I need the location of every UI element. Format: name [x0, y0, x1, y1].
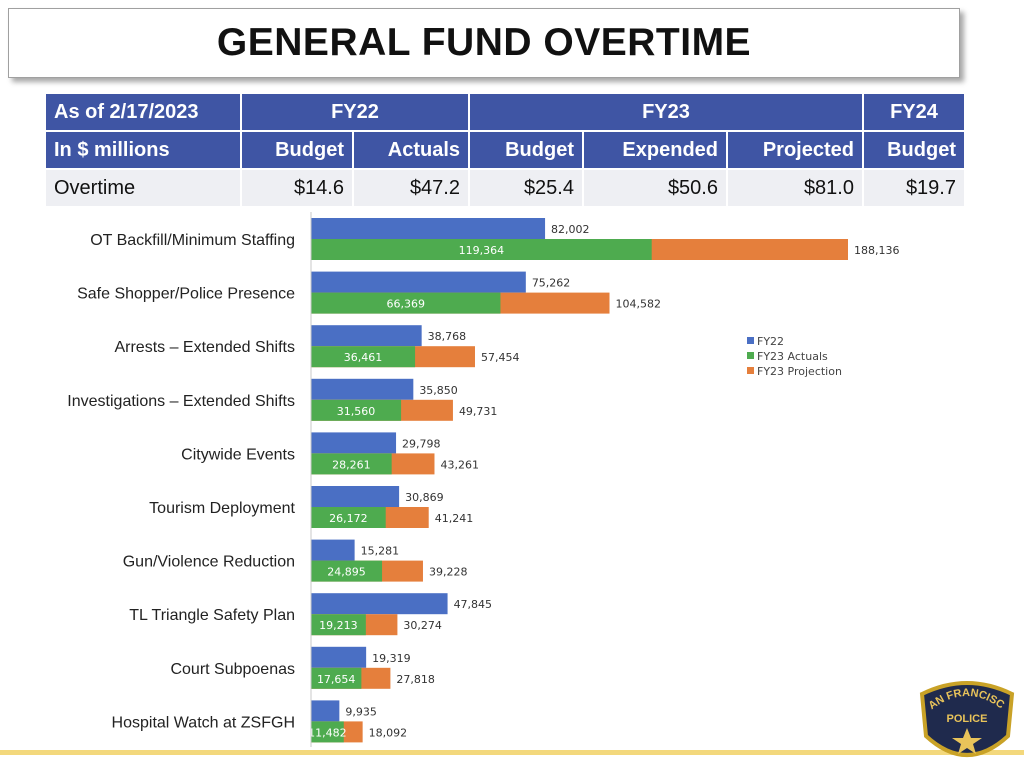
data-label-fy23-actuals: 36,461	[344, 351, 383, 364]
summary-table: As of 2/17/2023 FY22 FY23 FY24 In $ mill…	[44, 92, 966, 208]
data-label-fy23-projection: 41,241	[435, 512, 474, 525]
bar-fy22	[311, 593, 448, 615]
data-label-fy23-projection: 18,092	[369, 726, 408, 739]
data-label-fy22: 75,262	[532, 277, 571, 290]
badge-subtext: POLICE	[947, 713, 988, 725]
header-fy24: FY24	[862, 92, 966, 132]
police-star-badge-icon: SAN FRANCISCO POLICE	[912, 678, 1015, 757]
data-label-fy22: 9,935	[345, 705, 377, 718]
data-label-fy23-actuals: 19,213	[319, 619, 358, 632]
overtime-bar-chart: OT Backfill/Minimum Staffing 82,002 119,36…	[67, 212, 900, 747]
category-label: Investigations – Extended Shifts	[67, 393, 295, 410]
row-label: Overtime	[44, 168, 242, 208]
header-as-of: As of 2/17/2023	[44, 92, 242, 132]
category-label: TL Triangle Safety Plan	[129, 607, 295, 624]
bar-fy22	[311, 700, 340, 722]
data-label-fy23-actuals: 26,172	[329, 512, 368, 525]
data-label-fy23-projection: 104,582	[616, 298, 662, 311]
header-units: In $ millions	[44, 130, 242, 170]
data-label-fy22: 82,002	[551, 223, 590, 236]
header-fy23-budget: Budget	[468, 130, 584, 170]
legend-swatch	[747, 352, 754, 359]
data-label-fy23-actuals: 17,654	[317, 673, 356, 686]
bar-fy22	[311, 218, 546, 239]
header-fy22: FY22	[240, 92, 470, 132]
data-label-fy23-projection: 188,136	[854, 244, 900, 257]
data-label-fy22: 15,281	[361, 545, 400, 558]
bar-fy23-actuals	[311, 346, 416, 368]
data-label-fy22: 38,768	[428, 330, 467, 343]
bar-fy23-actuals	[311, 453, 392, 475]
table-header-row-1: As of 2/17/2023 FY22 FY23 FY24	[44, 92, 966, 132]
category-label: Gun/Violence Reduction	[123, 554, 295, 571]
legend-label: FY22	[757, 335, 784, 348]
cell-fy22-budget: $14.6	[240, 168, 354, 208]
bar-fy23-actuals	[311, 614, 366, 636]
bar-fy22	[311, 539, 355, 561]
cell-fy22-actuals: $47.2	[352, 168, 470, 208]
data-label-fy23-projection: 43,261	[440, 458, 479, 471]
cell-fy24-budget: $19.7	[862, 168, 966, 208]
header-fy22-budget: Budget	[240, 130, 354, 170]
data-label-fy23-actuals: 24,895	[327, 566, 366, 579]
bar-fy23-actuals	[311, 399, 402, 421]
data-label-fy23-projection: 27,818	[396, 673, 435, 686]
bar-fy23-actuals	[311, 721, 344, 743]
header-fy22-actuals: Actuals	[352, 130, 470, 170]
data-label-fy22: 35,850	[419, 384, 458, 397]
bar-fy23-actuals	[311, 507, 386, 528]
footer-divider	[0, 750, 1024, 755]
data-label-fy22: 30,869	[405, 491, 444, 504]
legend-label: FY23 Projection	[757, 365, 842, 378]
header-fy24-budget: Budget	[862, 130, 966, 170]
data-label-fy23-actuals: 119,364	[459, 244, 505, 257]
table-header-row-2: In $ millions Budget Actuals Budget Expe…	[44, 130, 966, 170]
data-label-fy22: 47,845	[454, 598, 493, 611]
data-label-fy23-projection: 49,731	[459, 405, 498, 418]
category-label: Safe Shopper/Police Presence	[77, 286, 295, 303]
bar-fy23-actuals	[311, 292, 501, 314]
bar-fy23-actuals	[311, 239, 652, 260]
category-label: Hospital Watch at ZSFGH	[112, 714, 295, 731]
bar-fy22	[311, 271, 526, 293]
legend-swatch	[747, 337, 754, 344]
legend-swatch	[747, 367, 754, 374]
page-title: GENERAL FUND OVERTIME	[216, 21, 752, 64]
category-label: Court Subpoenas	[170, 661, 295, 678]
title-box: GENERAL FUND OVERTIME	[8, 8, 960, 78]
category-label: Arrests – Extended Shifts	[114, 339, 295, 356]
bar-fy23-actuals	[311, 560, 383, 582]
cell-fy23-projected: $81.0	[726, 168, 864, 208]
header-fy23-projected: Projected	[726, 130, 864, 170]
category-label: Citywide Events	[181, 446, 295, 463]
bar-fy22	[311, 378, 414, 400]
legend-label: FY23 Actuals	[757, 350, 828, 363]
category-label: OT Backfill/Minimum Staffing	[90, 232, 295, 249]
data-label-fy23-projection: 39,228	[429, 566, 468, 579]
bar-fy22	[311, 646, 367, 668]
category-label: Tourism Deployment	[149, 500, 295, 517]
data-label-fy23-actuals: 11,482	[308, 726, 347, 739]
header-fy23: FY23	[468, 92, 864, 132]
bar-fy22	[311, 486, 400, 507]
data-label-fy22: 19,319	[372, 652, 411, 665]
data-label-fy23-actuals: 31,560	[337, 405, 376, 418]
header-fy23-expended: Expended	[582, 130, 728, 170]
data-label-fy22: 29,798	[402, 437, 441, 450]
data-label-fy23-actuals: 66,369	[386, 298, 425, 311]
cell-fy23-budget: $25.4	[468, 168, 584, 208]
table-row-overtime: Overtime $14.6 $47.2 $25.4 $50.6 $81.0 $…	[44, 168, 966, 208]
data-label-fy23-projection: 30,274	[403, 619, 442, 632]
bar-fy23-actuals	[311, 667, 362, 689]
data-label-fy23-projection: 57,454	[481, 351, 520, 364]
data-label-fy23-actuals: 28,261	[332, 458, 371, 471]
cell-fy23-expended: $50.6	[582, 168, 728, 208]
bar-fy22	[311, 325, 422, 347]
bar-fy22	[311, 432, 397, 454]
